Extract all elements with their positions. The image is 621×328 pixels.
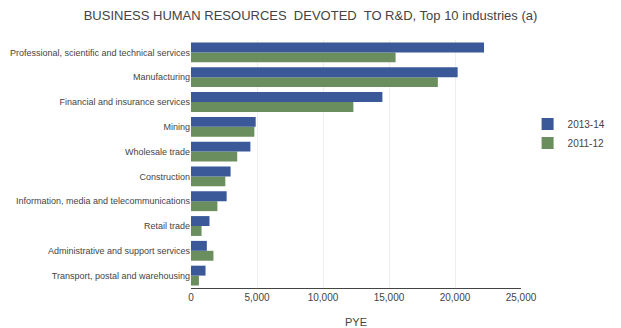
svg-text:PYE: PYE <box>345 316 367 328</box>
svg-text:BUSINESS HUMAN RESOURCES DEVO: BUSINESS HUMAN RESOURCES DEVOTED TO R&D,… <box>84 8 538 23</box>
svg-text:20,000: 20,000 <box>440 292 471 303</box>
svg-text:Retail trade: Retail trade <box>144 221 190 231</box>
svg-text:Wholesale trade: Wholesale trade <box>125 147 190 157</box>
svg-text:Administrative and support ser: Administrative and support services <box>48 246 191 256</box>
svg-text:25,000: 25,000 <box>506 292 537 303</box>
svg-text:Financial and insurance servic: Financial and insurance services <box>59 97 190 107</box>
svg-text:2013-14: 2013-14 <box>568 119 605 130</box>
svg-text:Transport, postal and warehous: Transport, postal and warehousing <box>52 271 190 281</box>
svg-text:5,000: 5,000 <box>244 292 269 303</box>
svg-text:2011-12: 2011-12 <box>568 138 604 149</box>
svg-text:Construction: Construction <box>139 172 190 182</box>
svg-text:10,000: 10,000 <box>308 292 339 303</box>
svg-text:0: 0 <box>188 292 194 303</box>
svg-text:Professional, scientific and t: Professional, scientific and technical s… <box>10 48 191 58</box>
svg-text:Manufacturing: Manufacturing <box>133 72 190 82</box>
svg-text:15,000: 15,000 <box>374 292 405 303</box>
svg-text:Mining: Mining <box>163 122 190 132</box>
svg-text:Information, media and telecom: Information, media and telecommunication… <box>16 196 191 206</box>
